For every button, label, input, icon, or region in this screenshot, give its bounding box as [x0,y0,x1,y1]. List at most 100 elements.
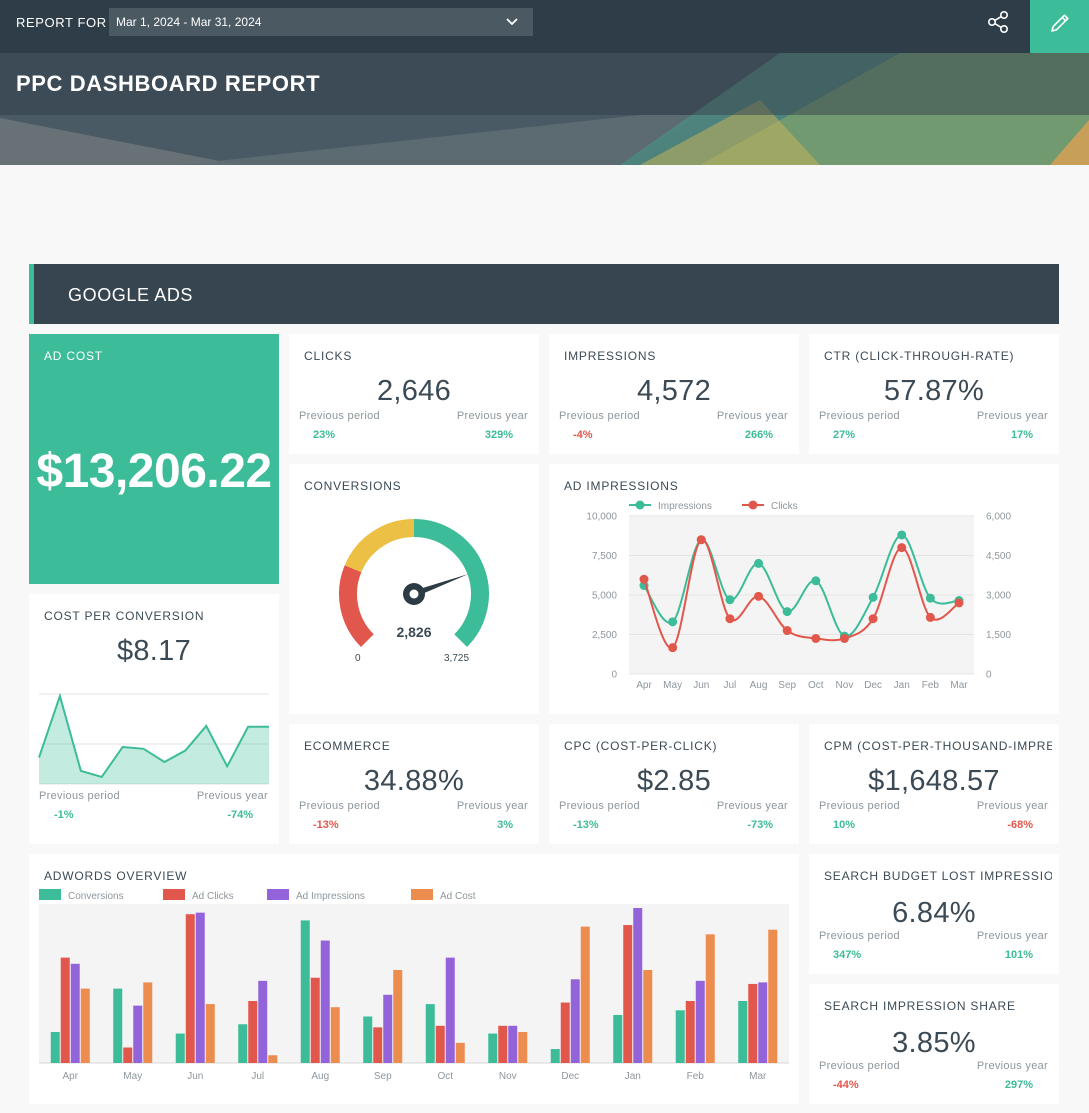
x-tick-label: Feb [687,1071,705,1082]
bar-conversions [300,920,310,1063]
previous-year-change: -68% [1007,819,1033,831]
previous-period-label: Previous period [819,930,900,942]
bar-ad-cost [143,982,153,1063]
chevron-down-icon [506,18,518,26]
previous-period-change: -44% [833,1079,859,1091]
y-right-tick-label: 3,000 [986,591,1011,602]
impressions-title: IMPRESSIONS [564,349,657,363]
bar-conversions [675,1010,685,1063]
data-point-impressions [782,607,792,617]
x-tick-label: Jan [894,680,910,691]
previous-year-label: Previous year [976,800,1048,812]
clicks-card: CLICKS 2,646 Previous period Previous ye… [289,334,539,454]
cpc-card: CPC (COST-PER-CLICK) $2.85 Previous peri… [549,724,799,844]
gauge-band [413,519,489,648]
previous-year-change: 101% [1004,949,1033,961]
previous-year-change: 297% [1004,1079,1033,1091]
x-tick-label: Sep [778,680,796,691]
previous-year-label: Previous year [456,800,528,812]
adwords-overview-title: ADWORDS OVERVIEW [44,869,188,883]
x-tick-label: Apr [636,680,652,691]
ad-impressions-title: AD IMPRESSIONS [564,479,679,493]
legend-swatch [411,889,433,900]
ad-cost-value: $13,206.22 [36,445,272,498]
data-point-impressions [811,576,821,586]
bar-ad-impressions [70,963,80,1063]
x-tick-label: Apr [62,1071,78,1082]
y-left-tick-label: 10,000 [586,512,617,523]
edit-button[interactable] [1030,0,1089,53]
previous-period-label: Previous period [299,410,380,422]
ad-impressions-card: AD IMPRESSIONS 0 2,500 5,000 7,500 10,000 0 1,… [549,464,1059,714]
x-tick-label: Jul [251,1071,264,1082]
conversions-gauge [339,519,489,648]
previous-period-change: -1% [54,809,74,821]
previous-year-label: Previous year [196,790,268,802]
ctr-card: CTR (CLICK-THROUGH-RATE) 57.87% Previous… [809,334,1059,454]
date-range-select[interactable]: Mar 1, 2024 - Mar 31, 2024 [109,8,533,36]
bar-ad-clicks [373,1027,383,1063]
x-tick-label: Jul [724,680,737,691]
bar-ad-clicks [248,1001,258,1063]
previous-period-label: Previous period [299,800,380,812]
pencil-icon [1051,14,1069,32]
search-budget-lost-value: 6.84% [892,897,976,929]
data-point-clicks [696,535,706,545]
adwords-overview-chart: Conversions Ad Clicks Ad Impressions Ad Cos… [39,889,789,1082]
bar-conversions [113,988,123,1063]
bar-ad-cost [205,1004,215,1063]
legend-label: Conversions [68,891,124,902]
bar-conversions [175,1033,185,1063]
data-point-clicks [639,574,649,584]
previous-period-change: 347% [833,949,862,961]
legend-marker [635,500,645,510]
bar-ad-cost [80,988,90,1063]
x-tick-label: Mar [749,1071,767,1082]
plot-area [39,904,789,1063]
x-tick-label: Mar [950,680,968,691]
legend-label: Impressions [658,501,712,512]
bar-ad-cost [268,1055,278,1063]
data-point-clicks [725,614,735,624]
x-tick-label: Dec [561,1071,579,1082]
search-impression-share-value: 3.85% [892,1027,976,1059]
data-point-impressions [754,558,764,568]
share-button[interactable] [982,8,1014,36]
ad-cost-title: AD COST [44,349,103,363]
previous-period-change: -13% [573,819,599,831]
bar-ad-clicks [310,977,320,1063]
bar-ad-clicks [560,1002,570,1063]
y-right-tick-label: 1,500 [986,630,1011,641]
search-budget-lost-card: SEARCH BUDGET LOST IMPRESSION SHARE 6.84… [809,854,1059,974]
section-title: GOOGLE ADS [68,285,194,305]
cost-per-conversion-value: $8.17 [116,635,192,667]
search-impression-share-card: SEARCH IMPRESSION SHARE 3.85% Previous p… [809,984,1059,1104]
bar-ad-clicks [685,1001,695,1063]
bar-ad-clicks [60,957,70,1063]
previous-year-label: Previous year [976,1060,1048,1072]
report-for-label: REPORT FOR [16,15,107,30]
previous-period-label: Previous period [559,410,640,422]
bar-ad-impressions [445,957,455,1063]
gauge-hub-center [409,589,419,599]
bar-conversions [238,1024,248,1063]
header-banner: REPORT FOR Mar 1, 2024 - Mar 31, 2024 PP… [0,0,1089,165]
bar-ad-cost [768,929,778,1063]
ecommerce-title: ECOMMERCE [304,739,391,753]
search-impression-share-title: SEARCH IMPRESSION SHARE [824,999,1016,1013]
previous-year-label: Previous year [716,800,788,812]
bar-ad-clicks [185,914,195,1063]
area-line [38,692,269,779]
y-left-tick-label: 5,000 [592,591,617,602]
data-point-impressions [725,595,735,605]
bar-ad-cost [705,934,715,1063]
x-tick-label: Sep [374,1071,392,1082]
ctr-value: 57.87% [883,375,985,407]
cpc-title: CPC (COST-PER-CLICK) [564,739,718,753]
ecommerce-card: ECOMMERCE 34.88% Previous period Previou… [289,724,539,844]
previous-period-change: -4% [573,429,593,441]
legend-label: Clicks [771,501,798,512]
x-tick-label: Jan [625,1071,641,1082]
clicks-title: CLICKS [304,349,353,363]
bar-ad-clicks [748,983,758,1063]
